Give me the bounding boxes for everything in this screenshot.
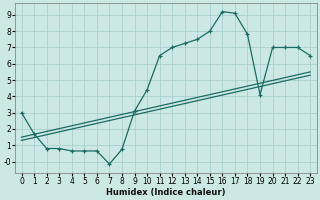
X-axis label: Humidex (Indice chaleur): Humidex (Indice chaleur) — [106, 188, 226, 197]
